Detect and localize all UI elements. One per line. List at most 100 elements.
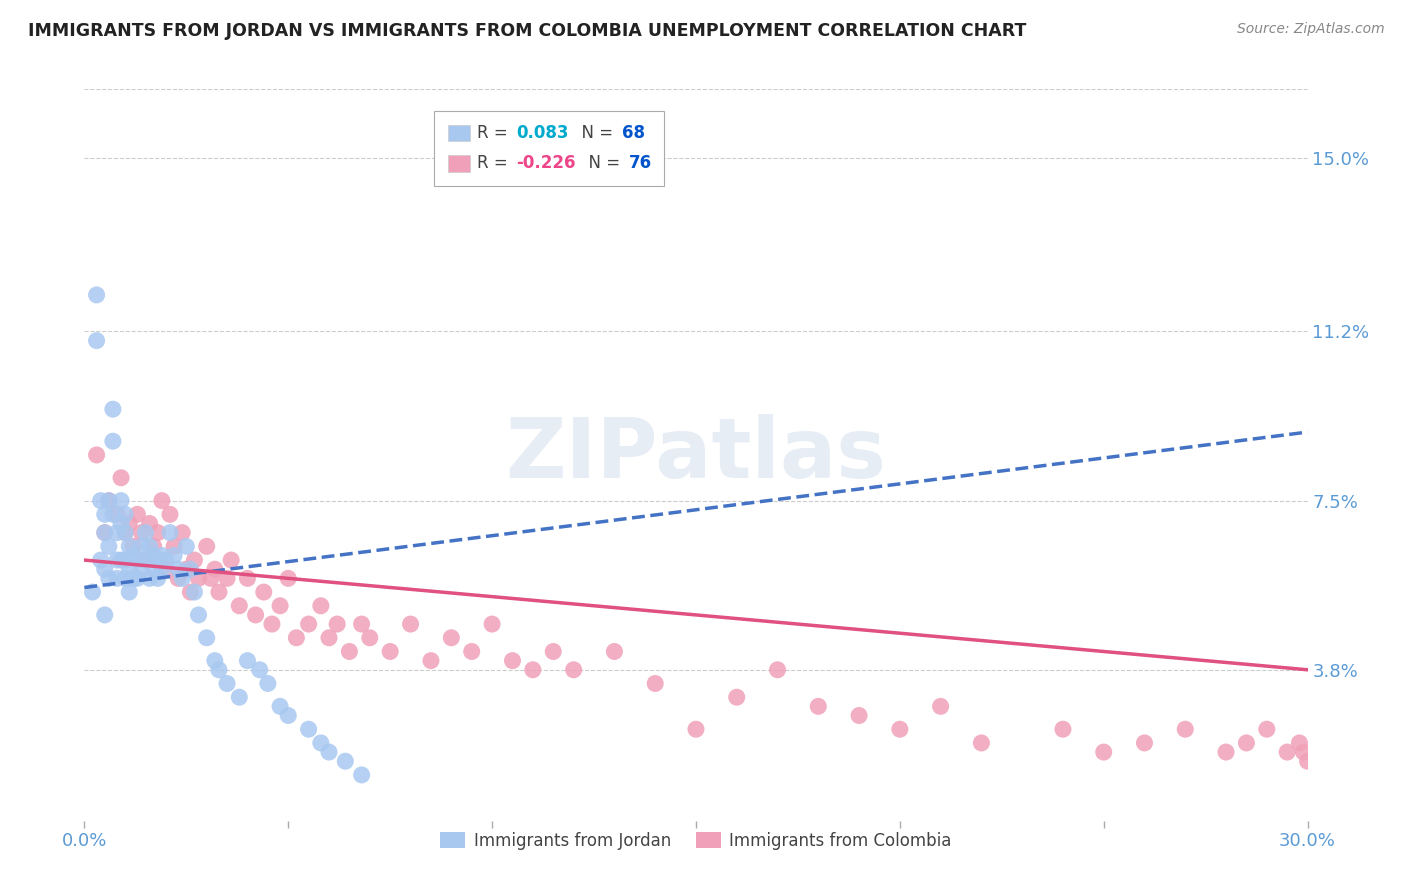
Point	[122, 571, 145, 585]
Point	[309, 736, 332, 750]
Point	[970, 736, 993, 750]
Point	[155, 562, 177, 576]
Point	[399, 617, 422, 632]
Point	[174, 539, 197, 553]
Point	[93, 508, 115, 522]
Point	[114, 525, 136, 540]
Point	[167, 571, 190, 585]
Point	[929, 699, 952, 714]
Point	[685, 723, 707, 737]
Point	[93, 525, 115, 540]
Point	[131, 539, 153, 553]
Point	[1288, 736, 1310, 750]
Point	[93, 607, 115, 622]
Point	[245, 607, 267, 622]
Point	[204, 654, 226, 668]
Point	[159, 508, 181, 522]
Point	[502, 654, 524, 668]
Point	[159, 525, 181, 540]
Point	[146, 571, 169, 585]
Point	[253, 585, 276, 599]
Point	[187, 571, 209, 585]
Point	[603, 644, 626, 658]
Point	[179, 585, 201, 599]
Point	[359, 631, 381, 645]
Point	[1174, 723, 1197, 737]
Point	[217, 571, 239, 585]
Point	[114, 553, 136, 567]
Point	[257, 676, 280, 690]
Point	[889, 723, 911, 737]
Point	[807, 699, 830, 714]
Point	[114, 508, 136, 522]
Point	[1292, 745, 1315, 759]
Point	[110, 516, 132, 531]
Point	[97, 571, 120, 585]
Point	[848, 708, 870, 723]
Point	[420, 654, 443, 668]
Point	[127, 553, 149, 567]
Point	[217, 676, 239, 690]
Point	[110, 553, 132, 567]
Point	[150, 562, 173, 576]
Point	[105, 508, 128, 522]
Point	[146, 525, 169, 540]
Point	[110, 493, 132, 508]
Point	[562, 663, 585, 677]
Point	[522, 663, 544, 677]
Point	[269, 699, 291, 714]
Point	[195, 539, 218, 553]
Point	[298, 723, 321, 737]
Point	[195, 631, 218, 645]
Point	[766, 663, 789, 677]
Point	[167, 562, 190, 576]
Point	[725, 690, 748, 705]
Point	[204, 562, 226, 576]
Point	[90, 493, 112, 508]
Point	[150, 493, 173, 508]
Point	[208, 585, 231, 599]
Point	[90, 553, 112, 567]
Point	[155, 553, 177, 567]
Point	[118, 516, 141, 531]
Point	[183, 553, 205, 567]
Point	[114, 525, 136, 540]
Point	[114, 571, 136, 585]
Point	[110, 471, 132, 485]
Legend: Immigrants from Jordan, Immigrants from Colombia: Immigrants from Jordan, Immigrants from …	[433, 825, 959, 856]
Point	[200, 571, 222, 585]
Point	[269, 599, 291, 613]
Point	[86, 288, 108, 302]
Point	[277, 571, 299, 585]
Point	[122, 539, 145, 553]
Point	[309, 599, 332, 613]
Point	[219, 553, 242, 567]
Point	[101, 508, 124, 522]
Point	[236, 571, 259, 585]
Point	[97, 493, 120, 508]
Point	[350, 768, 373, 782]
Point	[461, 644, 484, 658]
Point	[131, 525, 153, 540]
Point	[105, 553, 128, 567]
Point	[350, 617, 373, 632]
Point	[335, 754, 357, 768]
Point	[481, 617, 503, 632]
Point	[135, 553, 157, 567]
Point	[97, 539, 120, 553]
Point	[146, 553, 169, 567]
Point	[318, 631, 340, 645]
Point	[163, 549, 186, 563]
Point	[1236, 736, 1258, 750]
Point	[1277, 745, 1299, 759]
Point	[249, 663, 271, 677]
Point	[1215, 745, 1237, 759]
Point	[163, 539, 186, 553]
Point	[277, 708, 299, 723]
Point	[127, 508, 149, 522]
Point	[86, 448, 108, 462]
Point	[135, 553, 157, 567]
Point	[1092, 745, 1115, 759]
Point	[135, 525, 157, 540]
Point	[380, 644, 402, 658]
